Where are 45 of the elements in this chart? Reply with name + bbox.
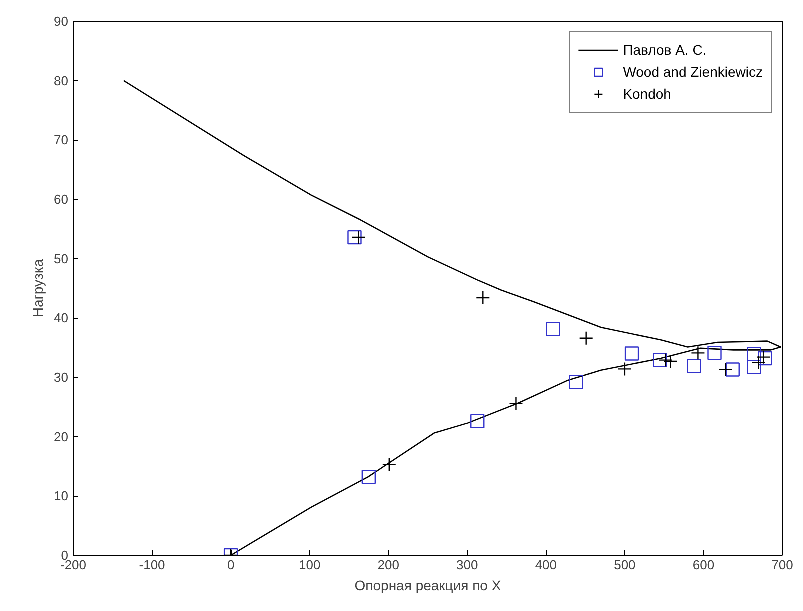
- point: [653, 353, 668, 368]
- x-tick-label: 600: [692, 558, 715, 572]
- point: [618, 362, 632, 376]
- point: [470, 414, 485, 429]
- point: [708, 346, 722, 360]
- point: [691, 346, 706, 360]
- point: [747, 360, 762, 375]
- x-tick-label: -100: [139, 558, 166, 572]
- y-tick-label: 70: [54, 132, 69, 148]
- point: [352, 230, 366, 245]
- y-tick-label: 20: [54, 429, 69, 444]
- x-tick-label: 500: [614, 558, 636, 572]
- point: [579, 331, 594, 346]
- point: [382, 458, 396, 472]
- y-tick-label: 50: [54, 251, 69, 266]
- point: [509, 396, 524, 411]
- y-tick-label: 90: [54, 14, 69, 29]
- point: [569, 375, 584, 390]
- x-tick-label: 0: [227, 558, 235, 572]
- x-tick-label: 400: [535, 558, 558, 572]
- y-tick-label: 10: [54, 488, 69, 504]
- legend-label: Wood and Zienkiewicz: [623, 64, 763, 80]
- x-tick-label: 100: [298, 558, 321, 572]
- y-tick-label: 40: [54, 310, 69, 326]
- point: [476, 290, 490, 306]
- point: [687, 359, 702, 374]
- point: [718, 362, 733, 377]
- y-tick-label: 30: [54, 370, 69, 385]
- y-tick-label: 60: [54, 192, 69, 207]
- point: [624, 346, 640, 361]
- point: [726, 362, 740, 377]
- x-axis-title: Опорная реакция по X: [354, 578, 502, 594]
- x-tick-label: 700: [772, 558, 794, 572]
- legend-label: Kondoh: [623, 86, 672, 102]
- point: [664, 354, 678, 369]
- y-tick-label: 80: [54, 73, 69, 88]
- legend-label: Павлов А. С.: [623, 42, 707, 58]
- x-tick-label: 300: [456, 558, 478, 572]
- point: [658, 353, 674, 368]
- point: [362, 470, 376, 484]
- x-tick-label: 200: [378, 558, 400, 572]
- point: [546, 322, 560, 337]
- point: [348, 230, 362, 245]
- point: [747, 347, 762, 362]
- y-axis-title: Нагрузка: [30, 259, 46, 318]
